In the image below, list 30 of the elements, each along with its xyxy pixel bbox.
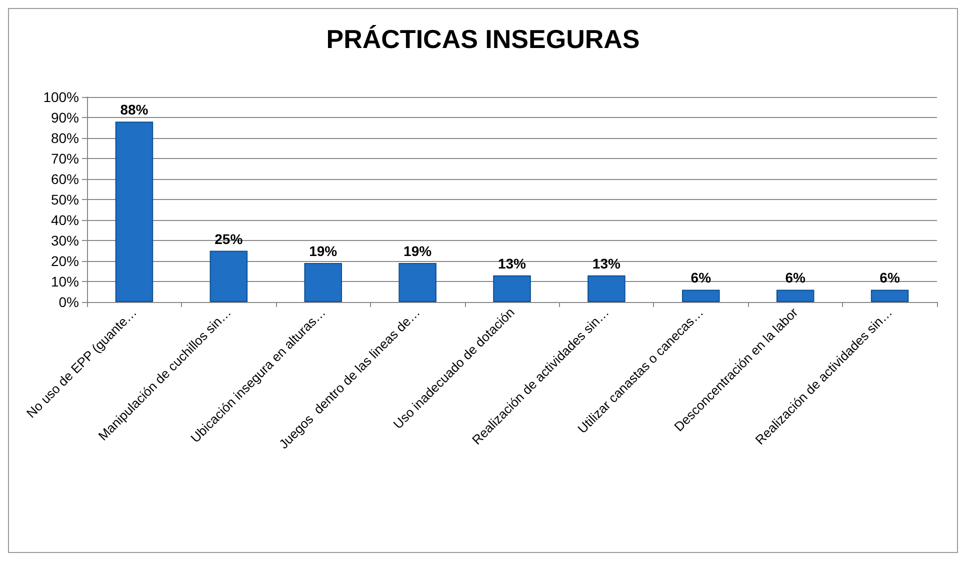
y-tick-label: 60% [50,171,79,187]
bar [682,290,720,302]
data-label: 13% [592,255,621,272]
y-tick-label: 0% [58,294,79,310]
data-label: 25% [214,230,244,247]
bar [870,290,909,302]
y-tick-label: 50% [50,192,79,208]
y-tick-label: 80% [50,130,79,146]
bar [210,250,248,302]
y-tick-label: 10% [50,274,79,290]
y-tick-label: 70% [50,150,79,166]
y-tick-label: 90% [50,110,79,126]
data-label: 13% [498,255,527,272]
bar [588,275,626,302]
data-label: 88% [120,102,149,118]
data-label: 6% [690,270,712,286]
bar [493,275,531,302]
bar [115,122,154,302]
data-label: 19% [404,243,432,260]
chart-title: PRÁCTICAS INSEGURAS [326,24,640,54]
y-tick-label: 40% [50,212,79,228]
data-label: 6% [785,270,806,286]
y-tick-label: 20% [50,253,79,269]
bar [304,263,342,302]
bar [776,290,814,302]
bar [398,263,436,302]
data-label: 19% [309,243,338,260]
y-tick-label: 30% [50,232,79,248]
y-tick-label: 100% [43,89,79,105]
data-label: 6% [880,270,900,286]
